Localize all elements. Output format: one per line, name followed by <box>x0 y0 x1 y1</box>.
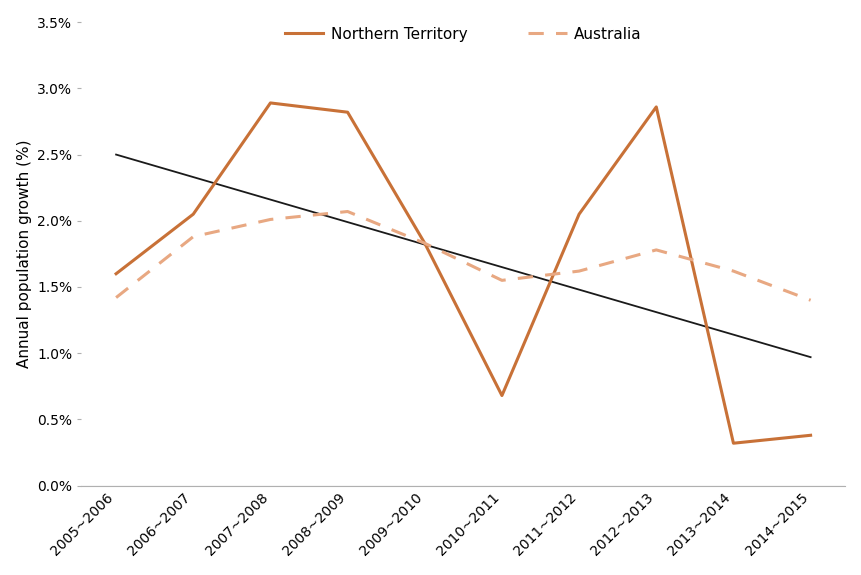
Y-axis label: Annual population growth (%): Annual population growth (%) <box>16 140 32 368</box>
Legend: Northern Territory, Australia: Northern Territory, Australia <box>278 21 647 48</box>
Australia <box>650 247 660 254</box>
Northern Territory <box>265 99 276 106</box>
Northern Territory <box>419 240 430 247</box>
Australia <box>342 208 352 215</box>
Northern Territory <box>650 104 660 110</box>
Northern Territory <box>573 210 584 217</box>
Australia <box>188 233 198 240</box>
Line: Northern Territory: Northern Territory <box>116 103 809 443</box>
Northern Territory <box>111 270 121 277</box>
Australia <box>111 294 121 301</box>
Australia <box>496 277 506 284</box>
Line: Australia: Australia <box>116 212 809 300</box>
Northern Territory <box>728 440 738 447</box>
Northern Territory <box>804 432 815 439</box>
Northern Territory <box>188 210 198 217</box>
Australia <box>265 216 276 223</box>
Australia <box>804 297 815 304</box>
Northern Territory <box>496 392 506 399</box>
Australia <box>728 267 738 274</box>
Northern Territory <box>342 109 352 116</box>
Australia <box>419 240 430 247</box>
Australia <box>573 267 584 274</box>
